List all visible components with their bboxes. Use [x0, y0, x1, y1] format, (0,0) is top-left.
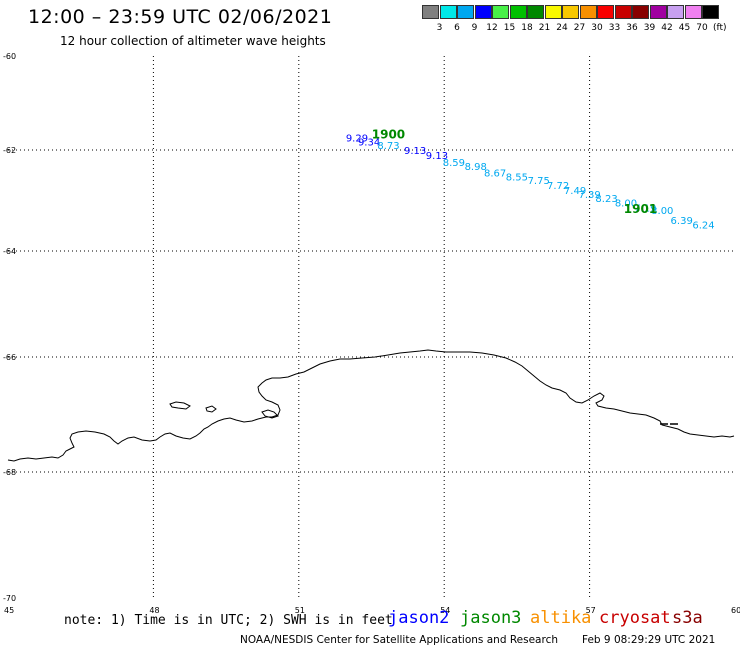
track-time-label: 1900	[372, 127, 405, 141]
legend-label: 6	[454, 23, 460, 33]
legend-swatch	[544, 5, 562, 19]
legend-label: 9	[471, 23, 478, 33]
legend-swatch	[632, 5, 649, 19]
lat-tick-label: -70	[3, 594, 16, 603]
track-time-label: 1901	[624, 202, 657, 216]
swh-value-label: 7.72	[547, 181, 569, 192]
legend-label: 70	[696, 23, 708, 33]
lon-tick-label: 57	[586, 606, 596, 615]
satellite-jason3: jason3	[460, 608, 522, 628]
legend-swatch	[422, 5, 439, 19]
swh-value-label: 6.24	[692, 220, 714, 231]
legend-swatch	[579, 5, 597, 19]
legend-swatch	[562, 5, 579, 19]
lat-tick-label: -60	[3, 52, 16, 61]
footer-credit: NOAA/NESDIS Center for Satellite Applica…	[240, 634, 558, 646]
swh-value-label: 7.39	[578, 190, 600, 201]
satellite-altika: altika	[530, 608, 592, 628]
legend-label: 39	[643, 23, 656, 33]
legend-swatch	[649, 5, 667, 19]
swh-value-label: 7.19	[634, 204, 656, 215]
swh-value-label: 7.49	[564, 186, 586, 197]
swh-value-label: 6.39	[671, 216, 693, 227]
legend-label: 33	[608, 23, 621, 33]
lon-tick-label: 60	[731, 606, 740, 615]
page-subtitle: 12 hour collection of altimeter wave hei…	[60, 34, 326, 48]
legend-label: 3	[436, 23, 443, 33]
legend-label: 18	[521, 23, 533, 33]
island-2	[261, 409, 279, 419]
swh-value-label: 9.29	[346, 134, 368, 145]
lon-tick-label: 51	[295, 606, 305, 615]
swh-value-label: 9.34	[358, 137, 380, 148]
legend-label: 12	[486, 23, 498, 33]
legend-swatch	[684, 5, 702, 19]
lat-tick-label: -66	[3, 353, 16, 362]
swh-value-label: 8.00	[651, 206, 673, 217]
legend-swatch	[667, 5, 684, 19]
island-3	[205, 405, 217, 413]
swh-value-label: 8.23	[595, 194, 617, 205]
legend-label: 27	[573, 23, 586, 33]
swh-value-label: 8.73	[377, 141, 399, 152]
legend-label: 21	[538, 23, 551, 33]
legend-swatch	[492, 5, 509, 19]
legend-swatch	[597, 5, 614, 19]
swh-value-label: 8.00	[615, 199, 637, 210]
island-1	[169, 401, 191, 410]
footer-note: note: 1) Time is in UTC; 2) SWH is in fe…	[64, 613, 393, 628]
legend-swatch	[702, 5, 719, 19]
antarctic-coastline	[7, 349, 735, 462]
graticule: -60 -62 -64 -66 -68 -70 45 48 51 54 57 60	[3, 52, 740, 615]
legend-swatch	[527, 5, 544, 19]
legend-swatch	[474, 5, 492, 19]
legend-label: 24	[556, 23, 568, 33]
swh-value-label: 8.59	[443, 158, 465, 169]
lon-tick-label: 54	[440, 606, 450, 615]
swh-value-label: 9.13	[426, 151, 448, 162]
satellite-jason2: jason2	[388, 608, 450, 628]
legend-swatch	[457, 5, 474, 19]
legend-swatch	[509, 5, 527, 19]
swh-value-label: 7.75	[528, 176, 550, 187]
lat-tick-label: -68	[3, 468, 16, 477]
legend-unit: (ft)	[713, 23, 727, 33]
legend-swatch	[439, 5, 457, 19]
footer-timestamp: Feb 9 08:29:29 UTC 2021	[582, 634, 716, 646]
altimeter-track: 9.299.348.73 9.13 9.138.59 8.988.67 8.55 7.75…	[346, 127, 715, 231]
legend-swatch	[614, 5, 632, 19]
lon-tick-label: 45	[4, 606, 14, 615]
satellite-s3a: s3a	[672, 608, 703, 628]
legend-label: 36	[626, 23, 638, 33]
swh-value-label: 8.55	[506, 172, 528, 183]
swh-value-label: 9.13	[404, 146, 426, 157]
swh-value-label: 8.98	[465, 162, 487, 173]
legend-label: 30	[591, 23, 603, 33]
satellite-cryosat: cryosat	[599, 608, 671, 628]
legend-label: 45	[678, 23, 691, 33]
swh-value-label: 8.67	[484, 168, 506, 179]
lat-tick-label: -62	[3, 146, 16, 155]
lat-tick-label: -64	[3, 247, 16, 256]
lon-tick-label: 48	[149, 606, 159, 615]
legend-label: 42	[661, 23, 673, 33]
legend-label: 15	[503, 23, 516, 33]
page-title: 12:00 – 23:59 UTC 02/06/2021	[28, 6, 333, 28]
